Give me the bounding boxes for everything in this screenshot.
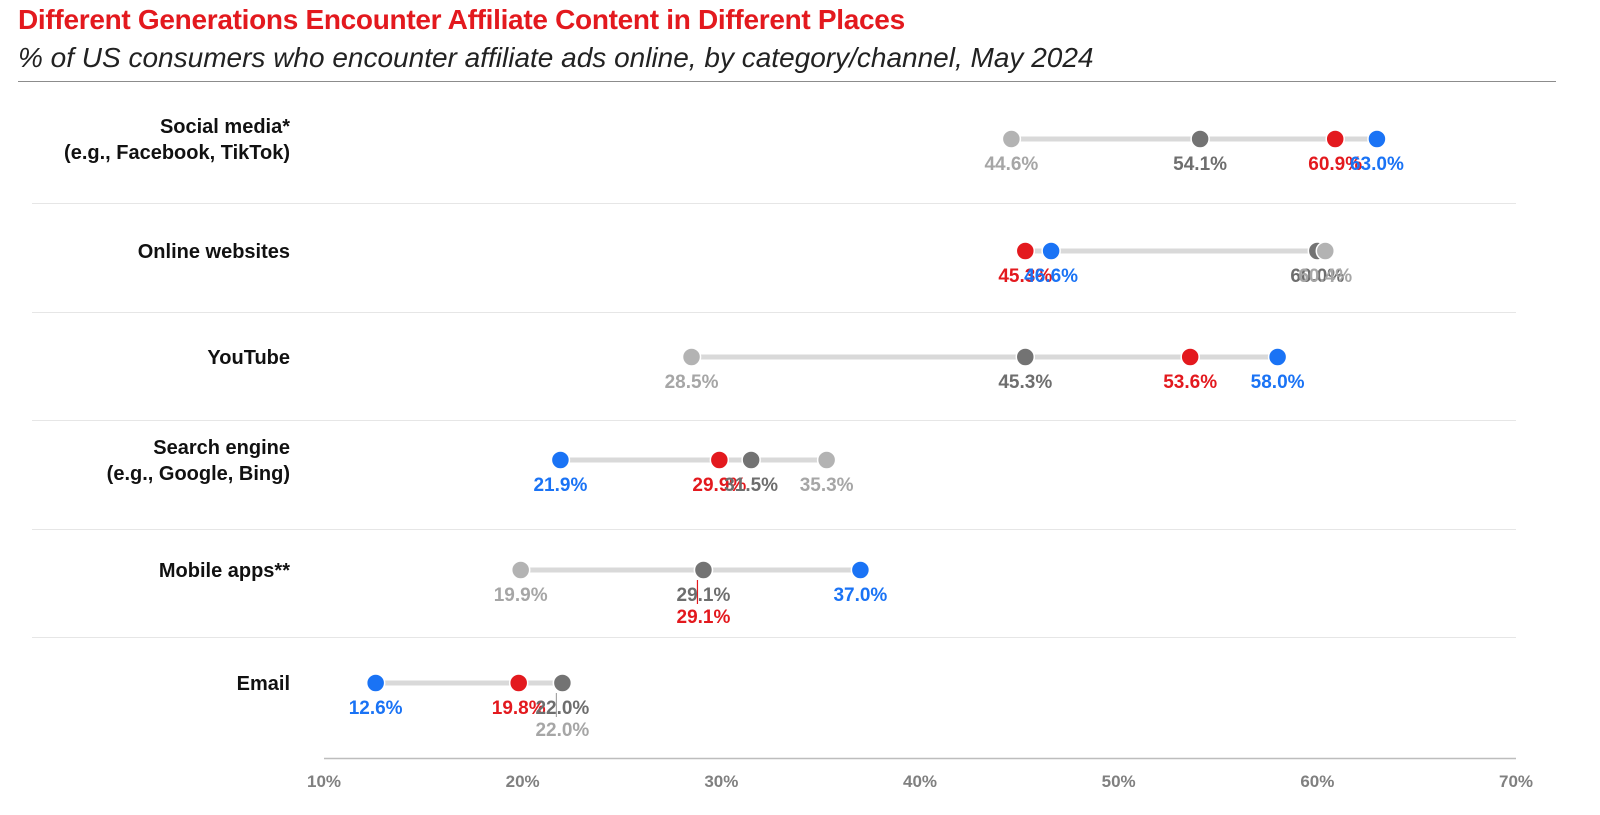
data-label-lightgray: 35.3%: [800, 475, 854, 496]
data-point-darkgray: [741, 450, 761, 470]
data-point-blue: [365, 673, 386, 693]
data-label-darkgray: 22.0%: [535, 698, 589, 719]
data-label-blue: 46.6%: [1024, 266, 1078, 287]
data-point-lightgray: [510, 560, 531, 580]
data-label-darkgray: 45.3%: [998, 372, 1052, 393]
category-label: Social media*: [160, 116, 290, 138]
category-label: Mobile apps**: [159, 560, 290, 582]
category-label: Online websites: [138, 241, 290, 263]
category-label: (e.g., Facebook, TikTok): [64, 142, 290, 164]
data-label-red: 60.9%: [1308, 154, 1362, 175]
x-tick-label: 70%: [1499, 772, 1533, 791]
data-point-blue: [1041, 241, 1061, 261]
data-label-blue: 21.9%: [533, 475, 587, 496]
data-point-lightgray: [1315, 241, 1336, 261]
x-tick-label: 50%: [1102, 772, 1136, 791]
chart-title: Different Generations Encounter Affiliat…: [18, 4, 905, 35]
data-label-blue: 12.6%: [349, 698, 403, 719]
data-label-lightgray: 22.0%: [535, 720, 589, 741]
data-point-red: [1325, 129, 1345, 149]
x-tick-label: 40%: [903, 772, 937, 791]
data-label-lightgray: 44.6%: [984, 154, 1038, 175]
data-point-lightgray: [1001, 129, 1022, 149]
data-label-lightgray: 28.5%: [665, 372, 719, 393]
data-point-lightgray: [816, 450, 837, 470]
category-label: Search engine: [153, 437, 290, 459]
data-point-blue: [1367, 129, 1387, 149]
data-label-lightgray: 19.9%: [494, 585, 548, 606]
data-label-blue: 58.0%: [1251, 372, 1305, 393]
data-label-red: 19.8%: [492, 698, 546, 719]
data-label-red: 53.6%: [1163, 372, 1217, 393]
x-tick-label: 20%: [506, 772, 540, 791]
chart-subtitle: % of US consumers who encounter affiliat…: [18, 42, 1094, 73]
x-tick-label: 30%: [704, 772, 738, 791]
data-label-lightgray: 60.4%: [1298, 266, 1352, 287]
data-label-red: 29.9%: [692, 475, 746, 496]
data-point-darkgray: [693, 560, 714, 580]
category-label: Email: [237, 673, 290, 695]
data-point-lightgray: [681, 347, 702, 367]
data-point-blue: [550, 450, 571, 470]
category-label: YouTube: [207, 347, 290, 369]
data-label-blue: 63.0%: [1350, 154, 1404, 175]
data-label-blue: 37.0%: [833, 585, 887, 606]
data-label-darkgray: 29.1%: [677, 585, 731, 606]
data-point-darkgray: [1015, 347, 1036, 367]
data-label-red: 45.3%: [998, 266, 1052, 287]
data-point-darkgray: [552, 673, 573, 693]
data-label-darkgray: 31.5%: [724, 475, 778, 496]
data-point-blue: [1267, 347, 1288, 367]
data-point-red: [1015, 241, 1036, 261]
data-label-darkgray: 54.1%: [1173, 154, 1227, 175]
data-label-red: 29.1%: [677, 607, 731, 628]
x-tick-label: 10%: [307, 772, 341, 791]
x-tick-label: 60%: [1300, 772, 1334, 791]
data-point-blue: [850, 560, 871, 580]
category-label: (e.g., Google, Bing): [107, 463, 290, 485]
data-point-red: [709, 450, 730, 470]
data-point-darkgray: [1190, 129, 1210, 149]
data-point-red: [508, 673, 529, 693]
data-label-darkgray: 60.0%: [1290, 266, 1344, 287]
data-point-red: [1180, 347, 1200, 367]
header-divider: [18, 81, 1556, 82]
